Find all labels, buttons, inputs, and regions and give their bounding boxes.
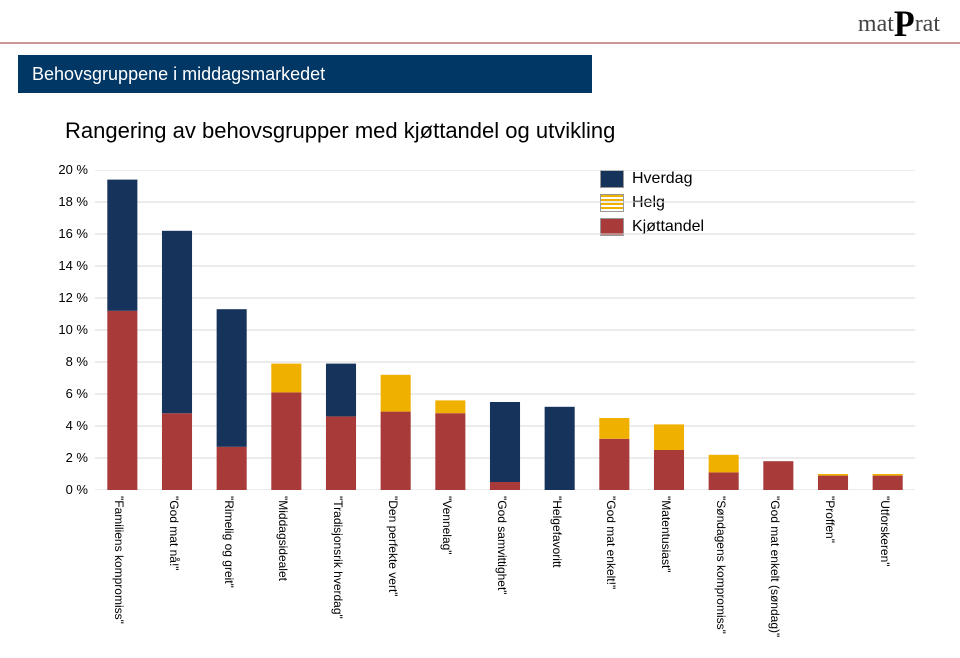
brand-logo: matPrat: [858, 6, 940, 44]
bar-segment-hverdag: [107, 180, 137, 311]
bar-segment-kjott: [162, 413, 192, 490]
x-tick-label: "Vennelag": [440, 496, 454, 555]
bar-segment-kjott: [271, 392, 301, 490]
bar-segment-hverdag: [490, 402, 520, 482]
bar-segment-kjott: [217, 447, 247, 490]
revenue-chart: Hverdag Helg Kjøttandel 0 %2 %4 %6 %8 %1…: [40, 170, 930, 638]
bar-segment-hverdag: [545, 407, 575, 490]
x-tick-label: "God samvittighet": [495, 496, 509, 595]
y-tick-label: 10 %: [40, 322, 88, 337]
bar-segment-kjott: [654, 450, 684, 490]
bar-segment-kjott: [381, 412, 411, 490]
bar-segment-helg: [599, 418, 629, 439]
bar-segment-helg: [873, 474, 903, 476]
logo-text-p: P: [894, 4, 915, 46]
bar-segment-helg: [654, 424, 684, 450]
bar-segment-kjott: [107, 311, 137, 490]
x-tick-label: "Den perfekte vert": [386, 496, 400, 597]
subtitle: Rangering av behovsgrupper med kjøttande…: [65, 118, 615, 144]
bar-segment-helg: [818, 474, 848, 476]
logo-text-b: rat: [915, 11, 940, 37]
x-tick-label: "Middagsidealet: [276, 496, 290, 581]
bar-segment-hverdag: [326, 364, 356, 417]
bar-segment-helg: [435, 400, 465, 413]
y-tick-label: 18 %: [40, 194, 88, 209]
x-tick-label: "Matentusiast": [659, 496, 673, 573]
page-title: Behovsgruppene i middagsmarkedet: [18, 55, 592, 93]
y-tick-label: 4 %: [40, 418, 88, 433]
bar-chart-svg: [95, 170, 915, 490]
logo-text-a: mat: [858, 11, 894, 37]
y-tick-label: 6 %: [40, 386, 88, 401]
bar-segment-helg: [709, 455, 739, 473]
bar-segment-hverdag: [162, 231, 192, 413]
y-tick-label: 14 %: [40, 258, 88, 273]
y-tick-label: 12 %: [40, 290, 88, 305]
bar-segment-helg: [381, 375, 411, 412]
x-tick-label: "Tradisjonsrik hverdag": [331, 496, 345, 619]
x-tick-label: "Rimelig og greit": [222, 496, 236, 588]
x-tick-label: "God mat enkelt (søndag)": [768, 496, 782, 637]
bar-segment-kjott: [709, 472, 739, 490]
y-tick-label: 2 %: [40, 450, 88, 465]
x-tick-label: "God mat nå!": [167, 496, 181, 571]
y-tick-label: 0 %: [40, 482, 88, 497]
bar-segment-kjott: [818, 476, 848, 490]
x-tick-label: "Proffen": [823, 496, 837, 543]
x-tick-label: "God mat enkelt!": [604, 496, 618, 589]
bar-segment-kjott: [435, 413, 465, 490]
x-tick-label: "Søndagens kompromiss": [714, 496, 728, 634]
y-tick-label: 16 %: [40, 226, 88, 241]
header-divider: [0, 42, 960, 44]
y-tick-label: 8 %: [40, 354, 88, 369]
bar-segment-kjott: [599, 439, 629, 490]
bar-segment-helg: [271, 364, 301, 393]
bar-segment-kjott: [873, 476, 903, 490]
bar-segment-kjott: [763, 461, 793, 490]
bar-segment-hverdag: [217, 309, 247, 447]
x-tick-label: "Utforskeren": [878, 496, 892, 567]
bar-segment-kjott: [326, 416, 356, 490]
x-tick-label: "Familiens kompromiss": [112, 496, 126, 624]
y-tick-label: 20 %: [40, 162, 88, 177]
bar-segment-kjott: [490, 482, 520, 490]
x-tick-label: "Helgefavoritt: [550, 496, 564, 568]
